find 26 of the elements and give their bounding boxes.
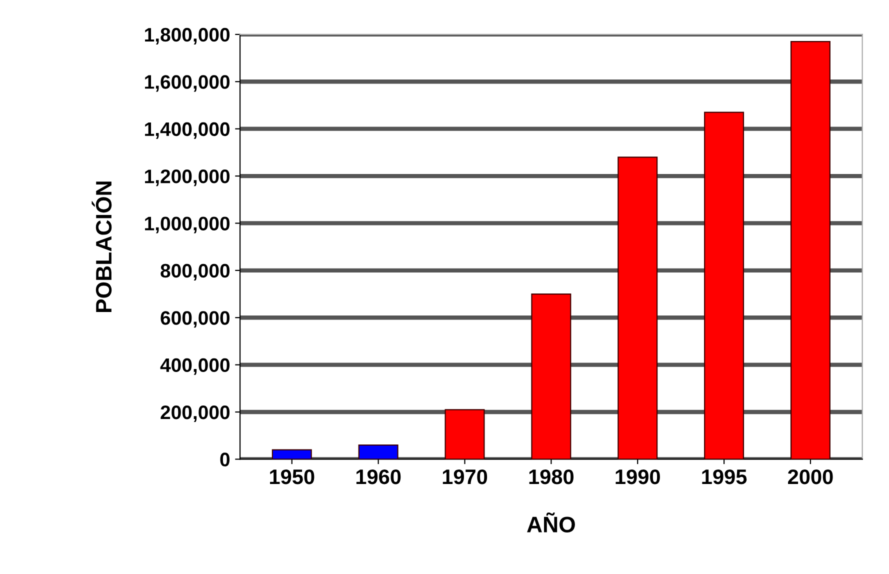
- y-tick-label: 1,200,000: [145, 169, 230, 186]
- x-tick-label: 1950: [270, 469, 314, 484]
- bar: [704, 112, 744, 460]
- bar: [272, 449, 312, 460]
- bar: [358, 444, 398, 460]
- x-tick-label: 1990: [616, 469, 660, 484]
- y-tick-label: 1,800,000: [145, 28, 230, 44]
- y-tick-label: 200,000: [160, 405, 230, 422]
- bar: [618, 156, 658, 460]
- y-tick-label: 1,600,000: [145, 75, 230, 92]
- x-tick-label: 1980: [529, 469, 574, 484]
- x-tick-label: 1970: [442, 469, 488, 484]
- bar: [531, 293, 572, 460]
- x-tick-label: 1995: [702, 469, 747, 484]
- x-tick-label: 2000: [788, 469, 833, 484]
- bar: [790, 40, 830, 460]
- y-tick-label: 400,000: [160, 358, 230, 375]
- x-axis-title: AÑO: [527, 512, 575, 532]
- y-tick-label: 600,000: [160, 311, 230, 328]
- y-tick-label: 800,000: [160, 264, 230, 280]
- y-tick-label: 1,000,000: [145, 216, 230, 234]
- bar: [444, 409, 485, 460]
- y-axis-title: POBLACIÓN: [92, 182, 112, 312]
- x-tick-label: 1960: [356, 469, 401, 484]
- y-tick-label: 0: [220, 452, 230, 466]
- y-tick-label: 1,400,000: [145, 122, 230, 139]
